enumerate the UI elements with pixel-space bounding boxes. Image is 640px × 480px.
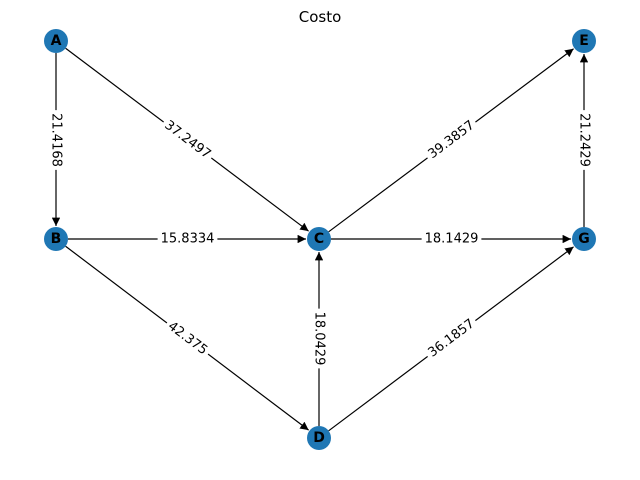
edge-weight-label: 18.0429 — [312, 312, 327, 366]
node-c — [307, 227, 331, 251]
node-label-e: E — [579, 33, 589, 49]
edge-label-group: 18.0429 — [310, 308, 328, 369]
edge-label-group: 36.1857 — [422, 313, 481, 364]
edge-label-group: 15.8334 — [157, 230, 218, 248]
node-g — [572, 227, 596, 251]
graph-title: Costo — [299, 8, 342, 26]
edge-label-background — [422, 115, 481, 165]
edge-weight-label: 15.8334 — [161, 232, 215, 247]
edge-weight-label: 18.1429 — [425, 232, 479, 247]
edge-label-group: 37.2497 — [158, 115, 217, 165]
node-a — [44, 29, 68, 53]
node-label-a: A — [51, 33, 62, 49]
edge-weight-label: 21.2429 — [577, 113, 592, 167]
edge-label-background — [161, 316, 214, 361]
node-label-b: B — [51, 231, 62, 247]
edge-label-group: 21.2429 — [575, 110, 593, 170]
nodes-layer: A B C D E G — [44, 29, 596, 450]
node-label-c: C — [314, 231, 324, 247]
edge-weight-label: 42.375 — [165, 319, 210, 358]
node-e — [572, 29, 596, 53]
edge-label-group: 21.4168 — [47, 110, 65, 170]
node-b — [44, 227, 68, 251]
edge-label-background — [422, 313, 481, 364]
edge-label-group: 39.3857 — [422, 115, 481, 165]
edge-label-background — [157, 230, 218, 248]
node-label-d: D — [313, 430, 325, 446]
edge-weight-label: 37.2497 — [162, 118, 214, 162]
edge-label-background — [47, 110, 65, 170]
edge-weight-label: 39.3857 — [425, 118, 477, 162]
node-d — [307, 426, 331, 450]
edge-weight-label: 21.4168 — [49, 113, 64, 167]
edge-label-group: 18.1429 — [421, 230, 482, 248]
node-label-g: G — [578, 231, 590, 247]
edge-label-background — [421, 230, 482, 248]
edge-weight-label: 36.1857 — [425, 316, 477, 360]
edge-label-background — [158, 115, 217, 165]
edge-label-background — [310, 308, 328, 369]
edge-label-group: 42.375 — [161, 316, 214, 361]
edge-label-background — [575, 110, 593, 170]
